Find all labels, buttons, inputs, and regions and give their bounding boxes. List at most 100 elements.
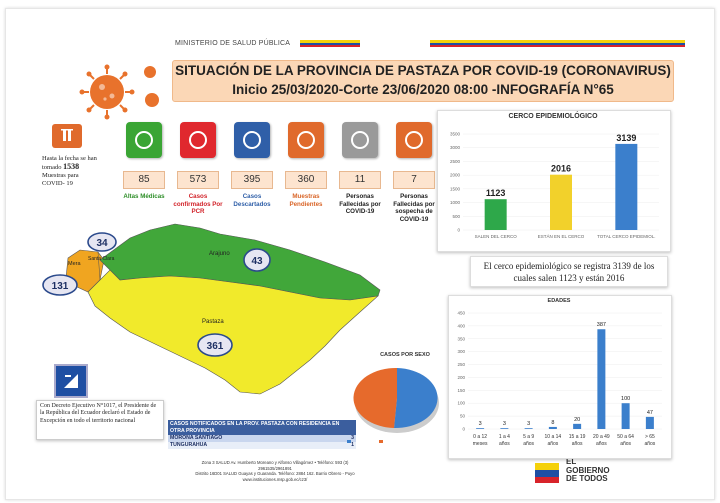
cerco-bar-label: 2016 <box>551 164 571 174</box>
edades-category-unit: años <box>572 441 583 447</box>
cerco-bar-label: 1123 <box>486 188 506 198</box>
edades-category: 5 a 9 <box>523 434 534 440</box>
count-arajuno: 43 <box>251 256 263 267</box>
stat-value: 11 <box>339 171 381 189</box>
edades-bar <box>573 423 582 429</box>
coronavirus-icon <box>79 64 159 120</box>
cerco-ytick: 2500 <box>450 159 461 164</box>
sexo-pie-chart <box>347 367 439 443</box>
notified-table: CASOS NOTIFICADOS EN LA PROV. PASTAZA CO… <box>168 420 356 449</box>
government-logo-icon <box>535 463 559 483</box>
stats-row: 85 Altas Médicas 573 Casos confirmados Por … <box>118 122 438 242</box>
edades-bar-label: 100 <box>621 396 630 402</box>
map-region-pastaza <box>87 269 379 395</box>
edades-category-unit: años <box>620 441 631 447</box>
stat-caption: Muestras Pendientes <box>289 193 323 208</box>
cerco-bar <box>615 143 638 230</box>
cerco-ytick: 1000 <box>450 200 461 205</box>
cerco-chart: 0 500 1000 1500 2000 2500 3000 3500 1123 SALEN DE… <box>450 132 659 239</box>
edades-bar-label: 20 <box>574 417 580 423</box>
page-title: SITUACIÓN DE LA PROVINCIA DE PASTAZA POR… <box>175 63 671 78</box>
edades-ytick: 400 <box>457 323 465 328</box>
edades-ytick: 50 <box>460 414 466 419</box>
edades-bar-label: 8 <box>551 420 554 426</box>
cerco-bar <box>484 199 507 230</box>
mourning-ribbon-icon <box>342 122 378 158</box>
edades-category: 20 a 49 <box>593 434 610 440</box>
edades-ytick: 250 <box>457 362 465 367</box>
edades-bar <box>476 428 485 429</box>
edades-category: 10 a 14 <box>545 434 562 440</box>
stat-caption: Personas Fallecidas por sospecha de COVI… <box>393 193 435 223</box>
edades-bar <box>548 426 557 429</box>
edades-category: 50 a 64 <box>617 434 634 440</box>
edades-bar <box>621 403 630 429</box>
edades-bar-label: 387 <box>597 322 606 328</box>
edades-bar-label: 3 <box>479 421 482 427</box>
count-circle-santa-clara <box>87 232 117 252</box>
people-icon <box>396 122 432 158</box>
edades-chart-panel <box>448 295 672 459</box>
decree-text: Con Decreto Ejecutivo N°1017, el Preside… <box>36 400 164 440</box>
government-name: EL GOBIERNO DE TODOS <box>566 457 610 483</box>
samples-text: Hasta la fecha se han tomado 1538 Muestr… <box>42 155 97 187</box>
edades-ytick: 0 <box>462 427 465 432</box>
check-icon <box>180 122 216 158</box>
count-circle-arajuno <box>243 248 271 272</box>
cerco-category: SALEN DEL CERCO <box>475 234 518 239</box>
count-circle-pastaza <box>197 333 233 357</box>
pie-slice <box>394 368 438 429</box>
edades-bar <box>597 329 606 429</box>
sexo-chart-title: CASOS POR SEXO <box>380 352 430 358</box>
edades-bar-label: 3 <box>503 421 506 427</box>
stat-value: 360 <box>285 171 327 189</box>
stat-value: 85 <box>123 171 165 189</box>
notified-row: TUNGURAHUA 1 <box>168 442 356 449</box>
notified-value: 3 <box>351 435 354 441</box>
cerco-category: TOTAL CERCO EPIDEMIOL. <box>597 234 655 239</box>
ministry-name: MINISTERIO DE SALUD PÚBLICA <box>175 40 291 47</box>
pastaza-map: Arajuno Pastaza Mera Santa Clara 34 131 … <box>42 223 381 395</box>
cerco-ytick: 3000 <box>450 145 461 150</box>
header-color-stripe <box>430 40 685 47</box>
notified-name: MORONA SANTIAGO <box>170 435 223 441</box>
footer: Zona 3 SALUD Av. Humberto Moreano y Alfo… <box>195 460 355 482</box>
map-label-santa-clara: Santa Clara <box>88 256 115 262</box>
edades-category-unit: años <box>644 441 655 447</box>
stat-2: 395 Casos Descartados <box>226 122 278 208</box>
edades-ytick: 100 <box>457 401 465 406</box>
cerco-ytick: 0 <box>457 228 460 233</box>
edades-ytick: 350 <box>457 336 465 341</box>
cerco-category: ESTÁN EN EL CERCO <box>538 233 585 239</box>
edades-ytick: 300 <box>457 349 465 354</box>
edades-category-unit: años <box>499 441 510 447</box>
edades-category-unit: años <box>547 441 558 447</box>
edades-category-unit: años <box>596 441 607 447</box>
stat-value: 7 <box>393 171 435 189</box>
edades-chart-title: EDADES <box>547 298 571 304</box>
stat-4: 11 Personas Fallecidas por COVID-19 <box>334 122 386 216</box>
edades-ytick: 450 <box>457 311 465 316</box>
cerco-ytick: 1500 <box>450 186 461 191</box>
count-mera: 131 <box>52 281 69 292</box>
stat-value: 395 <box>231 171 273 189</box>
pie-legend-swatch <box>379 440 383 443</box>
ecuador-flag-stripe <box>300 40 360 47</box>
stat-0: 85 Altas Médicas <box>118 122 170 201</box>
stat-3: 360 Muestras Pendientes <box>280 122 332 208</box>
samples-count: 1538 <box>63 162 80 171</box>
pie-slice <box>353 367 397 428</box>
medical-discharge-icon <box>126 122 162 158</box>
decree-icon <box>54 364 88 398</box>
count-circle-mera <box>42 274 78 296</box>
cerco-ytick: 500 <box>452 214 460 219</box>
stat-caption: Altas Médicas <box>123 193 165 200</box>
edades-category-unit: años <box>523 441 534 447</box>
pie-legend-swatch <box>347 440 351 443</box>
page-subtitle: Inicio 25/03/2020-Corte 23/06/2020 08:00… <box>232 82 614 97</box>
cerco-bar <box>550 174 572 230</box>
stat-1: 573 Casos confirmados Por PCR <box>172 122 224 216</box>
cerco-statement: El cerco epidemiológico se registra 3139… <box>470 256 668 287</box>
stat-value: 573 <box>177 171 219 189</box>
count-santa-clara: 34 <box>96 238 108 249</box>
